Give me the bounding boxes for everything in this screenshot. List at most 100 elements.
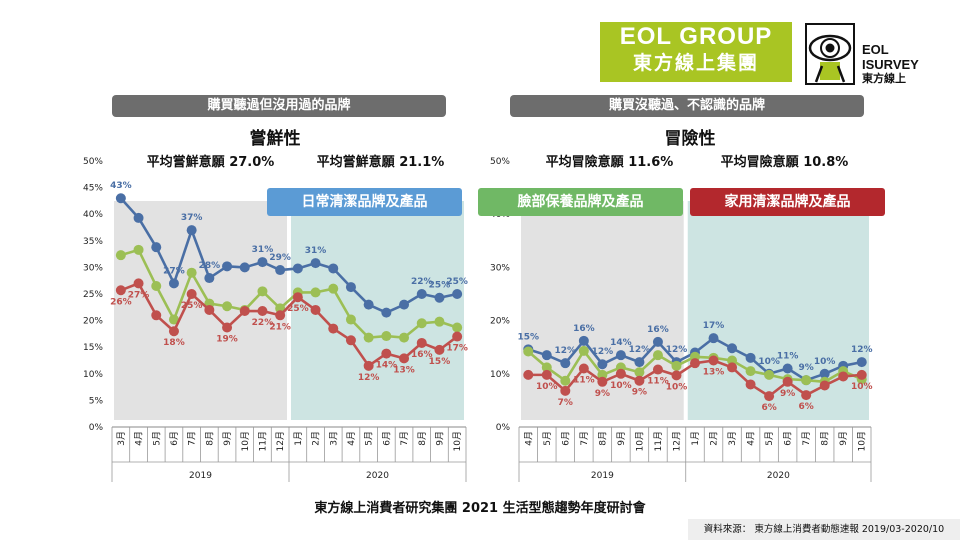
data-label-red: 13%	[393, 365, 415, 375]
data-point-red	[727, 362, 738, 373]
year-label: 2019	[591, 471, 614, 481]
data-label-blue: 9%	[799, 363, 814, 373]
x-tick-label: 6月	[560, 431, 571, 446]
data-point-red	[310, 304, 321, 315]
logo-survey-line2: ISURVEY	[862, 57, 919, 72]
data-label-blue: 11%	[777, 351, 799, 361]
data-point-green	[434, 316, 445, 327]
data-point-green	[801, 375, 812, 386]
data-point-red	[328, 323, 339, 334]
data-label-red: 9%	[632, 388, 647, 398]
y-tick-label: 40%	[83, 210, 103, 220]
data-point-green	[115, 250, 126, 261]
data-point-blue	[151, 242, 162, 253]
x-tick-label: 2月	[709, 431, 720, 446]
tag-daily-cleaning: 日常清潔品牌及產品	[267, 188, 462, 216]
eol-isurvey-logo: EOL ISURVEY 東方線上	[862, 42, 952, 87]
data-point-green	[151, 281, 162, 292]
data-label-red: 11%	[647, 377, 669, 387]
x-tick-label: 9月	[222, 431, 233, 446]
data-point-red	[222, 322, 233, 333]
x-tick-label: 1月	[293, 431, 304, 446]
data-point-blue	[615, 350, 626, 361]
data-label-red: 14%	[376, 361, 398, 371]
logo-group-line1: EOL GROUP	[619, 23, 773, 50]
left-section-pill: 購買聽過但沒用過的品牌	[112, 95, 446, 117]
data-point-green	[634, 367, 645, 378]
data-label-red: 7%	[558, 398, 573, 408]
data-point-blue	[345, 282, 356, 293]
data-point-blue	[578, 335, 589, 346]
data-label-blue: 12%	[666, 345, 688, 355]
x-tick-label: 4月	[134, 431, 145, 446]
data-point-red	[186, 289, 197, 299]
data-label-red: 25%	[287, 304, 309, 314]
x-tick-label: 5月	[542, 431, 553, 446]
data-source: 資料來源： 東方線上消費者動態速報 2019/03-2020/10	[688, 519, 960, 540]
x-tick-label: 7月	[579, 431, 590, 446]
data-point-green	[381, 331, 392, 342]
data-label-red: 21%	[269, 322, 291, 332]
data-point-blue	[399, 299, 410, 310]
data-point-red	[634, 375, 645, 386]
x-tick-label: 10月	[240, 431, 251, 451]
data-point-blue	[727, 343, 738, 354]
data-point-blue	[168, 278, 179, 289]
data-label-red: 13%	[703, 368, 725, 378]
y-tick-label: 15%	[83, 343, 103, 353]
data-point-blue	[222, 261, 233, 272]
data-label-blue: 10%	[814, 357, 836, 367]
data-label-red: 17%	[446, 344, 468, 354]
x-tick-label: 6月	[169, 431, 180, 446]
data-label-red: 18%	[163, 338, 185, 348]
x-tick-label: 8月	[417, 431, 428, 446]
event-footer: 東方線上消費者研究集團 2021 生活型態趨勢年度研討會	[314, 501, 646, 516]
data-point-blue	[597, 359, 608, 370]
data-point-green	[275, 303, 286, 314]
data-point-red	[133, 278, 144, 289]
x-tick-label: 7月	[187, 431, 198, 446]
data-point-green	[222, 301, 233, 312]
data-point-green	[310, 287, 321, 298]
data-label-red: 9%	[595, 389, 610, 399]
data-label-red: 10%	[610, 381, 632, 391]
data-label-blue: 10%	[758, 357, 780, 367]
data-point-red	[363, 360, 374, 371]
logo-group-line2: 東方線上集團	[632, 53, 759, 74]
x-tick-label: 5月	[151, 431, 162, 446]
data-label-blue: 12%	[629, 345, 651, 355]
y-tick-label: 5%	[89, 396, 104, 406]
x-tick-label: 1月	[690, 431, 701, 446]
data-point-blue	[133, 212, 144, 223]
data-point-red	[782, 376, 793, 387]
data-point-red	[399, 353, 410, 364]
shaded-period-1	[687, 201, 869, 420]
x-tick-label: 9月	[616, 431, 627, 446]
x-tick-label: 5月	[764, 431, 775, 446]
data-point-blue	[856, 357, 867, 368]
data-label-blue: 28%	[199, 261, 221, 271]
data-point-blue	[239, 262, 250, 273]
data-point-green	[652, 350, 663, 361]
data-label-red: 27%	[128, 290, 150, 300]
data-point-green	[764, 369, 775, 380]
x-tick-label: 3月	[116, 431, 127, 446]
data-point-green	[416, 318, 427, 329]
data-point-blue	[708, 333, 719, 344]
data-label-red: 11%	[573, 375, 595, 385]
data-label-blue: 16%	[573, 324, 595, 334]
logo-survey-line1: EOL	[862, 42, 889, 57]
x-tick-label: 7月	[399, 431, 410, 446]
x-tick-label: 9月	[838, 431, 849, 446]
x-tick-label: 11月	[653, 431, 664, 451]
data-label-red: 16%	[411, 350, 433, 360]
data-label-red: 12%	[358, 373, 380, 383]
year-label: 2020	[366, 471, 389, 481]
y-tick-label: 0%	[89, 423, 104, 433]
data-point-green	[727, 355, 738, 366]
data-label-blue: 17%	[703, 321, 725, 331]
y-tick-label: 0%	[496, 423, 511, 433]
data-label-blue: 37%	[181, 213, 203, 223]
data-label-blue: 31%	[252, 245, 274, 255]
data-point-red	[578, 363, 589, 374]
